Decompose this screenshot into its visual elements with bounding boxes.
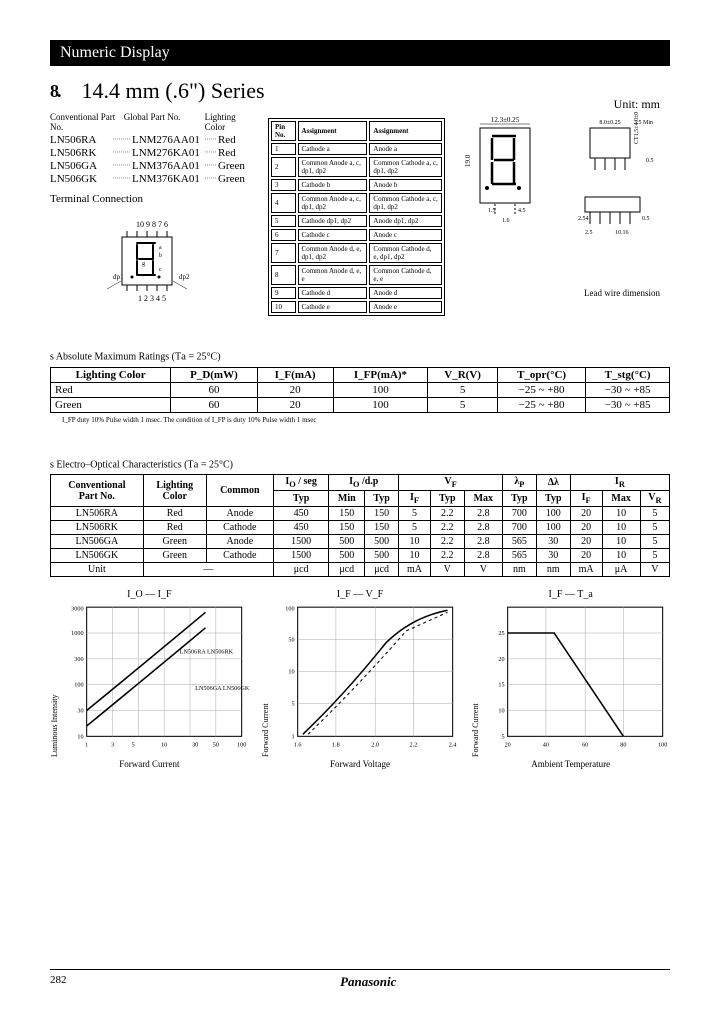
svg-text:2.2: 2.2	[409, 742, 417, 749]
part-row: LN506GA·········LNM376AA01······Green	[50, 160, 253, 172]
chart-if-vf: I_F — V_F Forward Current 151050100 1.61…	[261, 589, 460, 769]
svg-text:1000: 1000	[71, 630, 83, 637]
svg-text:1: 1	[291, 734, 294, 741]
svg-text:2.54: 2.54	[578, 216, 589, 222]
svg-text:1: 1	[85, 742, 88, 749]
leadwire-label: Lead wire dimension	[460, 288, 670, 298]
abs-note: I_FP duty 10% Pulse width 1 msec. The co…	[62, 416, 670, 424]
seven-seg-icon: 8.	[50, 81, 60, 102]
svg-text:10.16: 10.16	[615, 230, 629, 236]
svg-text:LN506RA LN506RK: LN506RA LN506RK	[180, 649, 234, 656]
assignment-table: Pin No.AssignmentAssignment1Cathode aAno…	[268, 112, 445, 316]
svg-text:1.6: 1.6	[293, 742, 301, 749]
svg-text:5: 5	[132, 742, 135, 749]
svg-text:1 2 3 4 5: 1 2 3 4 5	[138, 294, 166, 303]
svg-text:5: 5	[502, 734, 505, 741]
svg-text:12.3±0.25: 12.3±0.25	[491, 116, 520, 124]
brand-logo: Panasonic	[340, 974, 396, 990]
svg-text:0.5: 0.5	[646, 158, 654, 164]
series-title: 14.4 mm (.6") Series	[82, 78, 265, 104]
svg-text:10: 10	[288, 668, 294, 675]
part-row: LN506GK·········LNM376KA01······Green	[50, 173, 253, 185]
svg-text:0.5: 0.5	[642, 216, 650, 222]
svg-text:8.0±0.25: 8.0±0.25	[599, 120, 620, 126]
part-row: LN506RA·········LNM276AA01······Red	[50, 134, 253, 146]
svg-text:25: 25	[499, 630, 505, 637]
svg-text:dp1: dp1	[113, 273, 124, 281]
svg-text:1.8: 1.8	[332, 742, 340, 749]
pin-diagram: 10 9 8 7 6 dp1 dp2 1 2 3 4 5 ab g c	[50, 217, 253, 314]
svg-text:100: 100	[237, 742, 246, 749]
svg-text:a: a	[159, 245, 162, 251]
svg-text:10: 10	[77, 734, 83, 741]
title-row: 8. 14.4 mm (.6") Series	[50, 78, 670, 104]
chart-if-ta: I_F — T_a Forward Current 510152025 2040…	[471, 589, 670, 769]
eo-title: s Electro–Optical Characteristics (Ta = …	[50, 452, 670, 471]
svg-text:CT1.5±4.0±0.8: CT1.5±4.0±0.8	[634, 112, 640, 144]
part-row: LN506RK·········LNM276KA01······Red	[50, 147, 253, 159]
svg-text:5: 5	[291, 701, 294, 708]
svg-text:80: 80	[621, 742, 627, 749]
svg-text:2.0: 2.0	[371, 742, 379, 749]
dimension-drawing: 12.3±0.25 19.0 1.54.5 1.6 8.0±0.25 3.5 M…	[460, 112, 670, 316]
eo-table: ConventionalPart No.LightingColorCommonI…	[50, 474, 670, 577]
svg-text:20: 20	[499, 656, 505, 663]
svg-text:50: 50	[213, 742, 219, 749]
unit-label: Unit: mm	[614, 97, 660, 112]
chart-io-if: I_O — I_F Luminous Intensity LN506RA LN5…	[50, 589, 249, 769]
terminal-title: Terminal Connection	[50, 193, 253, 205]
svg-text:4.5: 4.5	[518, 208, 526, 214]
svg-text:15: 15	[499, 682, 505, 689]
svg-text:100: 100	[285, 605, 294, 612]
svg-text:60: 60	[582, 742, 588, 749]
svg-text:300: 300	[74, 656, 83, 663]
svg-text:20: 20	[505, 742, 511, 749]
page-number: 282	[50, 974, 67, 990]
footer: 282 Panasonic	[50, 969, 670, 990]
svg-text:1.6: 1.6	[502, 218, 510, 224]
svg-text:3: 3	[111, 742, 114, 749]
parts-header: Conventional Part No.Global Part No.Ligh…	[50, 112, 253, 132]
svg-text:c: c	[159, 267, 162, 273]
svg-text:19.0: 19.0	[464, 154, 472, 167]
abs-max-title: s Absolute Maximum Ratings (Ta = 25°C)	[50, 344, 670, 363]
svg-text:30: 30	[77, 708, 83, 715]
svg-text:10 9 8 7 6: 10 9 8 7 6	[136, 220, 168, 229]
header-bar: Numeric Display	[50, 40, 670, 66]
svg-text:30: 30	[192, 742, 198, 749]
svg-text:3000: 3000	[71, 605, 83, 612]
abs-max-table: Lighting ColorP_D(mW)I_F(mA)I_FP(mA)*V_R…	[50, 367, 670, 413]
svg-text:dp2: dp2	[179, 273, 190, 281]
svg-text:40: 40	[543, 742, 549, 749]
svg-text:2.4: 2.4	[448, 742, 456, 749]
svg-text:50: 50	[288, 636, 294, 643]
svg-text:100: 100	[658, 742, 667, 749]
svg-text:1.5: 1.5	[488, 208, 496, 214]
svg-text:g: g	[142, 261, 145, 267]
svg-text:10: 10	[161, 742, 167, 749]
svg-text:LN506GA LN506GK: LN506GA LN506GK	[195, 685, 249, 692]
svg-text:100: 100	[74, 682, 83, 689]
svg-text:2.5: 2.5	[585, 230, 593, 236]
svg-text:b: b	[159, 253, 162, 259]
svg-text:10: 10	[499, 708, 505, 715]
